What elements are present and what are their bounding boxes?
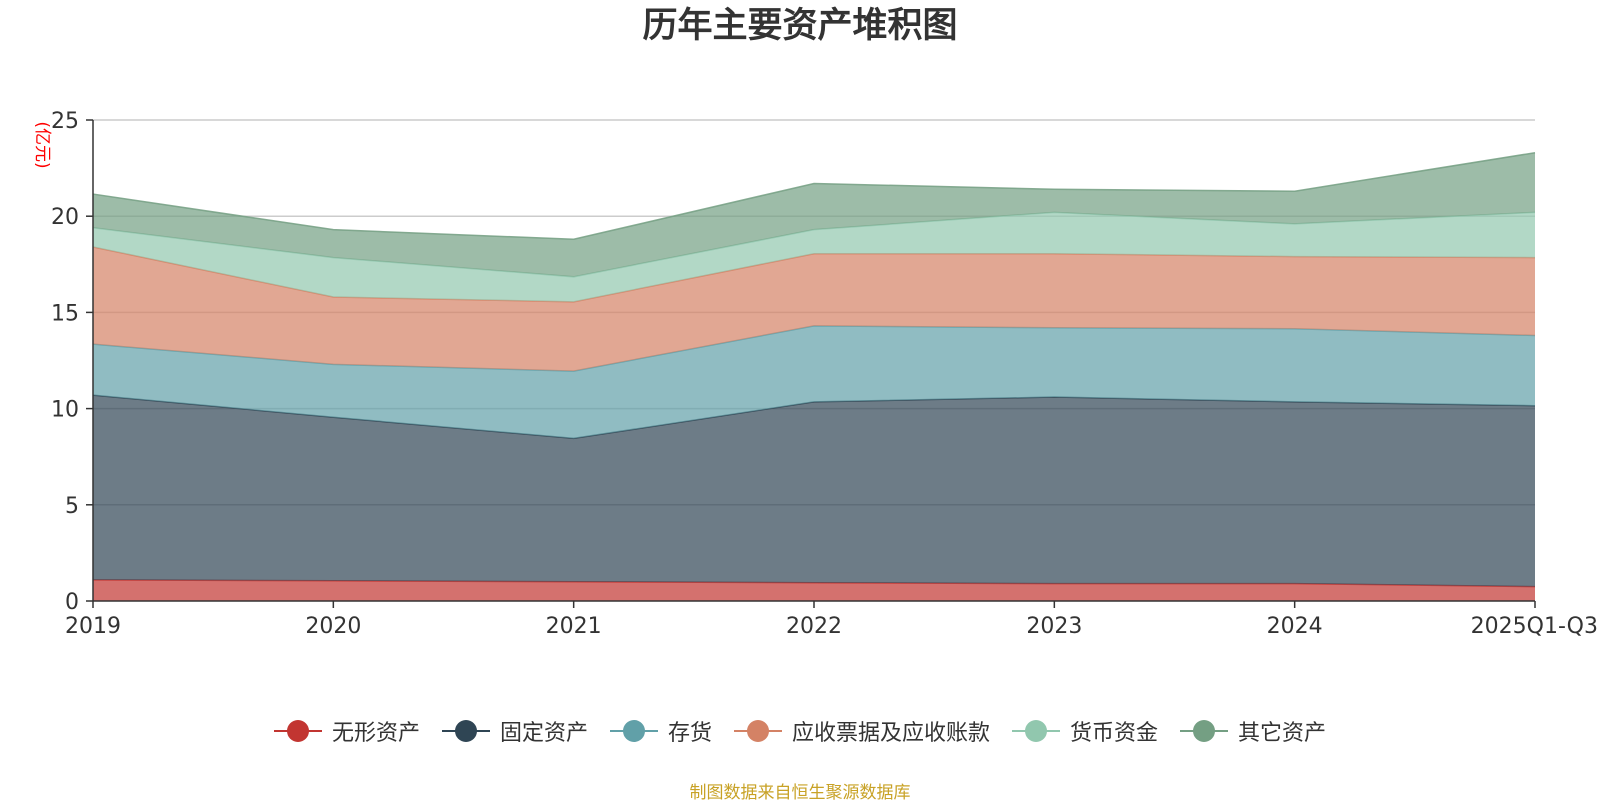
legend-item-4[interactable]: 应收票据及应收账款 <box>734 715 990 747</box>
x-tick-label: 2020 <box>305 614 361 639</box>
y-tick-label: 0 <box>65 590 79 615</box>
series-area-1[interactable] <box>93 579 1535 601</box>
x-tick-label: 2025Q1-Q3 <box>1471 614 1598 639</box>
series-area-4[interactable] <box>93 246 1535 372</box>
x-tick-label: 2023 <box>1026 614 1082 639</box>
legend-label: 固定资产 <box>499 721 588 746</box>
legend: 无形资产 固定资产 存货 应收票据及应收账款 货币资金 其它资产 <box>0 715 1600 747</box>
y-tick-label: 5 <box>65 494 79 519</box>
legend-marker-icon <box>734 718 782 744</box>
x-tick-label: 2022 <box>786 614 842 639</box>
series-area-2[interactable] <box>93 395 1535 587</box>
series-area-5[interactable] <box>93 212 1535 302</box>
legend-marker-icon <box>609 718 658 744</box>
legend-label: 应收票据及应收账款 <box>792 721 991 746</box>
x-tick-label: 2019 <box>65 614 121 639</box>
source-note: 制图数据来自恒生聚源数据库 <box>689 783 911 803</box>
legend-marker-icon <box>273 718 322 744</box>
legend-marker-icon <box>441 718 490 744</box>
legend-marker-icon <box>1012 718 1061 744</box>
legend-label: 其它资产 <box>1238 721 1327 746</box>
axes: 0 5 10 15 20 25 2019 2020 2021 2022 2023 2024 2025Q1… <box>51 109 1598 639</box>
legend-label: 货币资金 <box>1070 721 1159 746</box>
series-areas <box>92 151 1536 601</box>
y-axis-unit-label: (亿元) <box>32 121 52 168</box>
legend-item-3[interactable]: 存货 <box>609 715 712 747</box>
series-area-3[interactable] <box>93 325 1535 439</box>
y-tick-label: 25 <box>51 109 79 134</box>
x-tick-label: 2021 <box>546 614 602 639</box>
legend-item-1[interactable]: 无形资产 <box>273 715 420 747</box>
series-area-6[interactable] <box>93 152 1535 277</box>
legend-item-5[interactable]: 货币资金 <box>1012 715 1158 747</box>
y-tick-label: 15 <box>51 301 79 326</box>
y-tick-label: 20 <box>51 205 79 230</box>
chart-title: 历年主要资产堆积图 <box>642 6 958 46</box>
legend-label: 存货 <box>667 721 712 746</box>
y-tick-label: 10 <box>51 398 79 423</box>
series-line-6 <box>92 151 1536 241</box>
legend-item-2[interactable]: 固定资产 <box>441 715 588 747</box>
legend-label: 无形资产 <box>331 721 420 746</box>
x-tick-label: 2024 <box>1267 614 1323 639</box>
legend-marker-icon <box>1180 718 1229 744</box>
legend-item-6[interactable]: 其它资产 <box>1180 715 1326 747</box>
